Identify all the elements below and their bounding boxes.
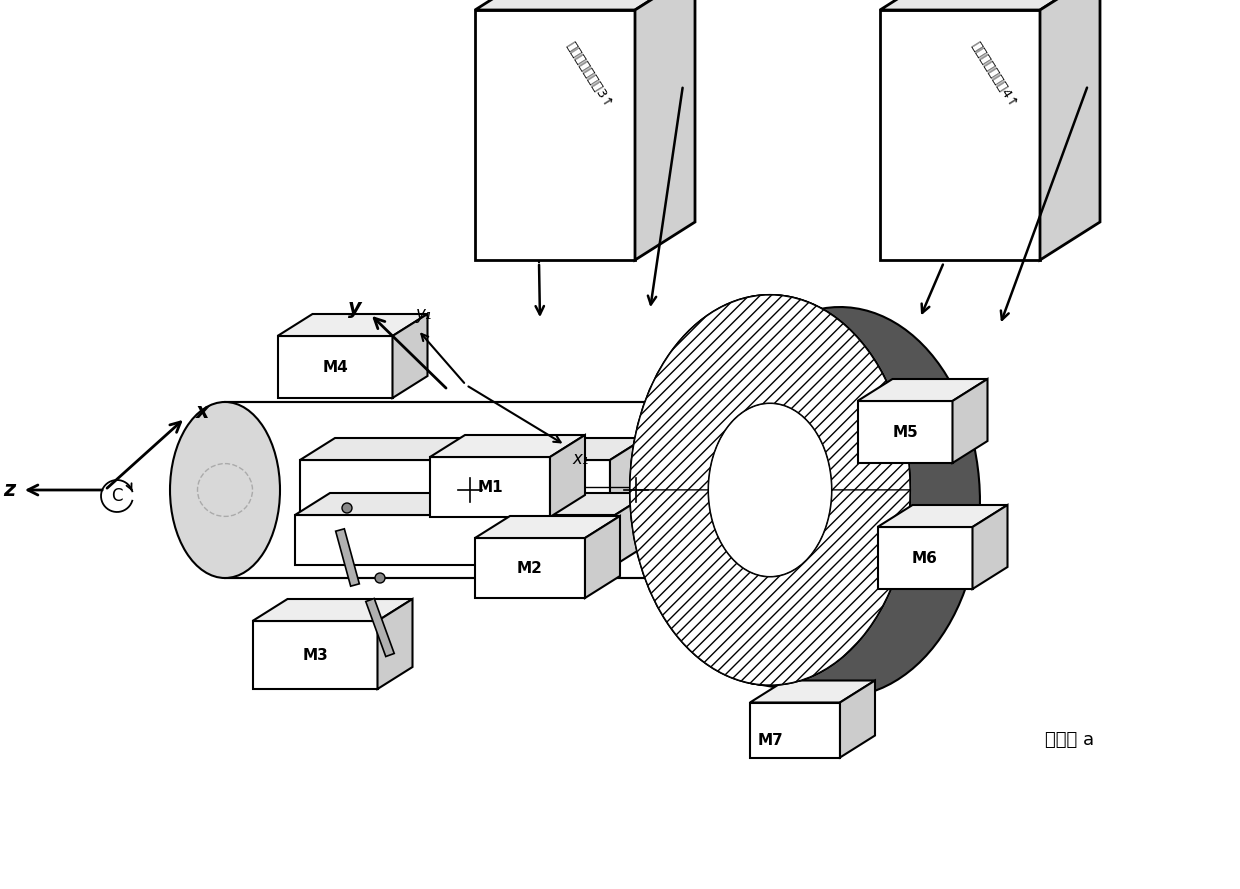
Polygon shape [760,403,901,589]
Polygon shape [224,402,745,578]
Polygon shape [748,295,980,697]
Polygon shape [475,0,694,10]
Polygon shape [880,10,1040,260]
Polygon shape [878,527,972,589]
Text: M6: M6 [913,550,937,565]
Polygon shape [430,457,551,517]
Ellipse shape [689,402,800,578]
Polygon shape [630,295,910,490]
Ellipse shape [374,573,384,583]
Polygon shape [750,702,839,757]
Ellipse shape [708,403,832,577]
Polygon shape [295,493,650,515]
Ellipse shape [706,312,975,692]
Polygon shape [585,516,620,598]
Polygon shape [336,529,360,586]
Ellipse shape [342,503,352,513]
Polygon shape [635,0,694,260]
Polygon shape [878,505,1008,527]
Polygon shape [972,505,1008,589]
Polygon shape [475,516,620,538]
Text: z: z [2,480,15,500]
Text: M7: M7 [758,733,782,748]
Text: M2: M2 [517,560,543,575]
Ellipse shape [630,295,910,685]
Text: x: x [196,402,210,422]
Polygon shape [278,314,428,336]
Polygon shape [858,401,952,463]
Polygon shape [300,460,610,515]
Polygon shape [253,599,413,621]
Polygon shape [278,336,393,398]
Text: C: C [112,487,123,505]
Text: y₁: y₁ [415,305,432,323]
Polygon shape [615,493,650,565]
Text: y: y [348,298,362,318]
Text: x₁: x₁ [572,450,589,468]
Polygon shape [630,490,910,685]
Polygon shape [253,621,377,689]
Polygon shape [858,379,987,401]
Polygon shape [475,10,635,260]
Text: M1: M1 [477,479,502,494]
Polygon shape [300,438,645,460]
Ellipse shape [170,402,280,578]
Polygon shape [366,598,394,657]
Polygon shape [430,435,585,457]
Text: 电磁解耦控制器3↑: 电磁解耦控制器3↑ [563,40,614,111]
Polygon shape [1040,0,1100,260]
Polygon shape [295,515,615,565]
Text: M3: M3 [303,647,327,662]
Text: 电磁解耦控制器4↑: 电磁解耦控制器4↑ [968,40,1019,111]
Polygon shape [393,314,428,398]
Polygon shape [475,538,585,598]
Text: M4: M4 [322,359,348,374]
Polygon shape [610,438,645,515]
Text: 永磁环 a: 永磁环 a [1045,731,1094,749]
Polygon shape [377,599,413,689]
Ellipse shape [630,295,910,685]
Polygon shape [551,435,585,517]
Polygon shape [880,0,1100,10]
Ellipse shape [773,410,906,594]
Text: M5: M5 [892,425,918,439]
Polygon shape [839,680,875,757]
Polygon shape [952,379,987,463]
Polygon shape [750,680,875,702]
